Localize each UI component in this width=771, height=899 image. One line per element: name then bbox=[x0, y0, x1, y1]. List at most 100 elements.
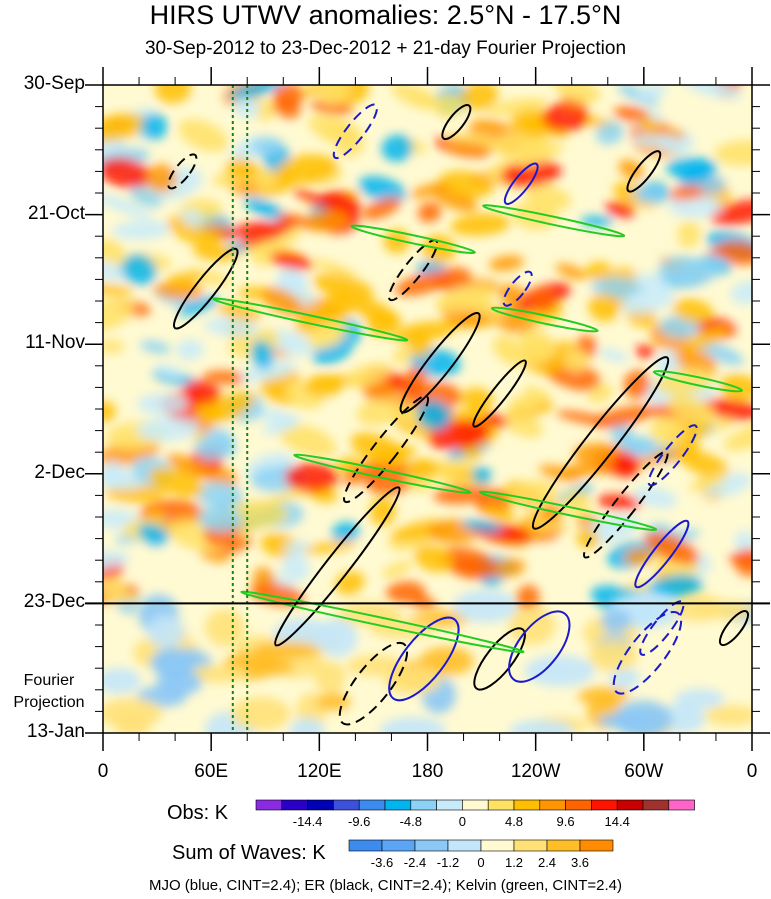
er-contour bbox=[441, 104, 472, 141]
obs-legend-cell bbox=[384, 799, 412, 811]
mjo-contour bbox=[647, 424, 698, 487]
obs-anomaly-patch bbox=[228, 85, 286, 100]
obs-anomaly-patch bbox=[460, 85, 499, 111]
chart-axes bbox=[85, 67, 770, 751]
obs-anomaly-patch bbox=[103, 262, 128, 281]
obs-anomaly-patch bbox=[252, 489, 302, 512]
er-contour bbox=[718, 610, 749, 647]
obs-anomaly-patch bbox=[723, 422, 752, 452]
obs-anomaly-patch bbox=[140, 340, 171, 354]
obs-anomaly-patch bbox=[431, 185, 478, 212]
obs-anomaly-patch bbox=[410, 182, 449, 199]
obs-anomaly-patch bbox=[588, 293, 620, 322]
obs-anomaly-patch bbox=[284, 540, 311, 557]
obs-anomaly-patch bbox=[202, 370, 248, 385]
obs-anomaly-patch bbox=[455, 292, 506, 319]
obs-anomaly-patch bbox=[103, 112, 147, 143]
obs-anomaly-patch bbox=[697, 341, 744, 366]
obs-anomaly-patch bbox=[310, 258, 357, 278]
kelvin-contour bbox=[652, 370, 744, 393]
waves-legend-label: -3.6 bbox=[370, 855, 394, 870]
obs-anomaly-patch bbox=[183, 380, 221, 404]
wave-contours bbox=[167, 85, 749, 733]
mjo-contour bbox=[388, 616, 460, 702]
x-tick-label: 60E bbox=[194, 761, 229, 782]
obs-anomaly-patch bbox=[136, 416, 201, 442]
projection-anomaly-patch bbox=[588, 640, 638, 672]
obs-anomaly-patch bbox=[217, 221, 270, 239]
obs-anomaly-patch bbox=[392, 321, 456, 344]
chart-subtitle: 30-Sep-2012 to 23-Dec-2012 + 21-day Four… bbox=[144, 38, 627, 59]
obs-anomaly-patch bbox=[417, 202, 442, 223]
projection-anomaly-patch bbox=[103, 667, 141, 694]
obs-anomaly-patch bbox=[701, 398, 752, 421]
x-tick-label: 0 bbox=[746, 761, 758, 782]
obs-anomaly-patch bbox=[734, 530, 752, 554]
projection-anomaly-patches bbox=[103, 589, 752, 733]
obs-anomaly-patch bbox=[485, 97, 548, 116]
obs-anomaly-patch bbox=[312, 273, 374, 301]
obs-legend-label: -9.6 bbox=[347, 814, 371, 829]
obs-legend-label: 14.4 bbox=[604, 814, 630, 829]
obs-anomaly-patch bbox=[129, 186, 162, 208]
obs-anomaly-patch bbox=[196, 431, 235, 460]
obs-anomaly-patch bbox=[681, 451, 729, 479]
obs-anomaly-patch bbox=[167, 272, 202, 286]
fourier-projection-label: Fourier Projection bbox=[13, 672, 85, 711]
obs-anomaly-patch bbox=[595, 121, 624, 145]
y-tick-label: 30-Sep bbox=[23, 73, 85, 94]
obs-anomaly-patch bbox=[344, 362, 392, 388]
obs-anomaly-patch bbox=[175, 339, 204, 361]
obs-anomaly-patch bbox=[277, 154, 338, 184]
obs-legend-cell bbox=[307, 799, 334, 811]
obs-anomaly-patch bbox=[438, 170, 494, 198]
projection-anomaly-patch bbox=[384, 666, 442, 695]
obs-anomaly-patch bbox=[630, 449, 683, 467]
anomaly-field bbox=[103, 85, 752, 733]
obs-anomaly-patch bbox=[734, 548, 752, 577]
y-tick-label: 23-Dec bbox=[23, 591, 85, 613]
obs-anomaly-patch bbox=[262, 416, 301, 435]
obs-anomaly-patch bbox=[250, 136, 283, 156]
waves-legend-cell bbox=[480, 839, 515, 852]
projection-anomaly-patch bbox=[150, 647, 197, 678]
obs-anomaly-patch bbox=[269, 252, 314, 271]
obs-anomaly-patch bbox=[714, 240, 752, 266]
obs-anomaly-patch bbox=[531, 286, 554, 313]
obs-anomaly-patch bbox=[461, 519, 503, 533]
er-contour bbox=[172, 247, 239, 330]
obs-legend-cell bbox=[358, 799, 386, 811]
obs-legend-label: -14.4 bbox=[292, 814, 323, 829]
er-contour bbox=[338, 641, 409, 726]
obs-anomaly-patch bbox=[103, 193, 153, 219]
obs-anomaly-patch bbox=[103, 460, 126, 488]
obs-anomaly-patch bbox=[281, 553, 310, 583]
waves-legend-label: -2.4 bbox=[403, 855, 427, 870]
obs-legend-cell bbox=[565, 799, 592, 811]
obs-anomaly-patch bbox=[416, 400, 451, 430]
obs-anomaly-patch bbox=[555, 263, 587, 280]
obs-anomaly-patch bbox=[618, 159, 644, 179]
obs-legend-cell bbox=[616, 799, 644, 811]
obs-legend-label: 9.6 bbox=[556, 814, 575, 829]
obs-legend bbox=[255, 799, 695, 811]
projection-anomaly-patch bbox=[453, 589, 518, 623]
obs-anomaly-patch bbox=[553, 85, 601, 104]
obs-anomaly-patch bbox=[518, 329, 554, 358]
obs-anomaly-patch bbox=[631, 134, 681, 149]
projection-anomaly-patch bbox=[317, 618, 358, 657]
kelvin-contour bbox=[490, 306, 599, 333]
obs-anomaly-patch bbox=[584, 261, 611, 281]
obs-anomaly-patch bbox=[672, 298, 714, 324]
obs-anomaly-patch bbox=[331, 522, 360, 543]
obs-anomaly-patch bbox=[273, 85, 305, 108]
y-tick-label: 2-Dec bbox=[34, 461, 85, 483]
waves-legend-label: -1.2 bbox=[436, 855, 460, 870]
obs-anomaly-patch bbox=[362, 197, 402, 220]
projection-anomaly-patch bbox=[704, 705, 752, 726]
obs-anomaly-patch bbox=[145, 163, 177, 193]
obs-anomaly-patch bbox=[166, 453, 219, 481]
obs-anomaly-patch bbox=[383, 228, 411, 254]
obs-anomaly-patch bbox=[373, 444, 417, 462]
obs-anomaly-patch bbox=[217, 302, 262, 322]
